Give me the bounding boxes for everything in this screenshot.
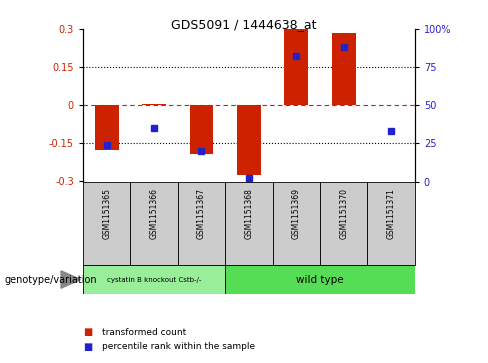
Text: GSM1151370: GSM1151370	[339, 188, 348, 239]
Text: GSM1151368: GSM1151368	[244, 188, 253, 239]
Bar	[225, 265, 415, 294]
Text: GSM1151367: GSM1151367	[197, 188, 206, 239]
Bar	[367, 182, 415, 265]
Bar	[130, 182, 178, 265]
Text: ■: ■	[83, 327, 92, 337]
Bar	[273, 182, 320, 265]
Bar	[320, 182, 367, 265]
Text: genotype/variation: genotype/variation	[5, 274, 98, 285]
Bar	[285, 28, 308, 105]
Text: GDS5091 / 1444638_at: GDS5091 / 1444638_at	[171, 18, 317, 31]
Bar	[237, 105, 261, 175]
Bar	[190, 105, 213, 154]
Bar	[83, 182, 130, 265]
Bar	[95, 105, 119, 150]
Bar	[83, 265, 225, 294]
Text: ■: ■	[83, 342, 92, 352]
Bar	[332, 33, 356, 105]
Text: transformed count: transformed count	[102, 328, 187, 337]
Text: GSM1151365: GSM1151365	[102, 188, 111, 239]
Polygon shape	[61, 271, 81, 288]
Text: percentile rank within the sample: percentile rank within the sample	[102, 342, 256, 351]
Text: cystatin B knockout Cstb-/-: cystatin B knockout Cstb-/-	[107, 277, 201, 282]
Bar	[142, 104, 166, 105]
Bar	[178, 182, 225, 265]
Text: GSM1151369: GSM1151369	[292, 188, 301, 239]
Text: GSM1151366: GSM1151366	[149, 188, 159, 239]
Text: wild type: wild type	[296, 274, 344, 285]
Text: GSM1151371: GSM1151371	[386, 188, 396, 239]
Bar	[225, 182, 273, 265]
